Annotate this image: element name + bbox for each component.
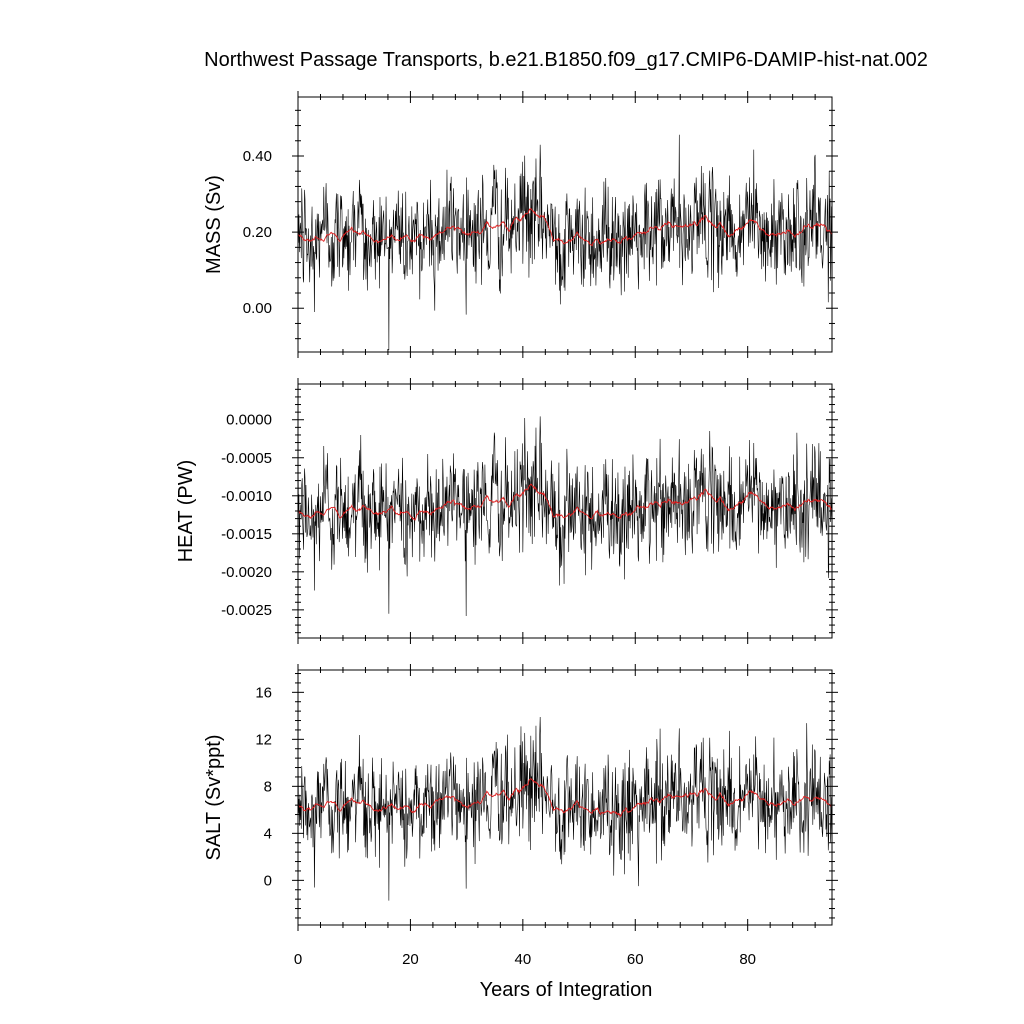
x-tick-label: 40 [514,951,531,968]
y-tick-label-panel-2: -0.0015 [221,526,272,543]
y-axis-label-panel-3: SALT (Sv*ppt) [203,735,225,861]
raw-series-line-panel-2 [297,416,832,617]
x-axis-label: Years of Integration [480,979,653,1001]
y-tick-label-panel-3: 4 [264,825,272,842]
chart-title: Northwest Passage Transports, b.e21.B185… [204,49,928,71]
panels-group: 0.00 0.20 0.40 MASS (Sv) 0.0000 -0.0005 -0.001… [175,91,838,968]
x-tick-label: 20 [402,951,419,968]
y-axis-label-panel-1: MASS (Sv) [203,175,225,274]
plot-frame-panel-3 [297,669,833,926]
y-tick-label-panel-3: 12 [255,731,272,748]
y-tick-label-panel-2: -0.0020 [221,564,272,581]
y-tick-label-panel-2: -0.0010 [221,488,272,505]
y-tick-label-panel-1: 0.20 [243,224,272,241]
y-tick-label-panel-2: 0.0000 [226,412,272,429]
y-tick-label-panel-2: -0.0025 [221,602,272,619]
x-tick-label: 60 [627,951,644,968]
y-tick-label-panel-3: 8 [264,778,272,795]
smoothed-series-line-panel-2 [297,483,832,521]
y-tick-label-panel-2: -0.0005 [221,450,272,467]
raw-series-line-panel-1 [297,134,832,351]
x-tick-label: 80 [739,951,756,968]
smoothed-series-line-panel-3 [297,778,832,818]
y-tick-label-panel-3: 0 [264,872,272,889]
smoothed-series-line-panel-1 [297,208,832,247]
y-tick-label-panel-1: 0.00 [243,300,272,317]
y-tick-label-panel-3: 16 [255,684,272,701]
y-tick-label-panel-1: 0.40 [243,148,272,165]
raw-series-line-panel-3 [297,717,832,901]
x-tick-label: 0 [294,951,302,968]
plot-frame-panel-1 [297,96,833,353]
y-axis-label-panel-2: HEAT (PW) [175,460,197,563]
